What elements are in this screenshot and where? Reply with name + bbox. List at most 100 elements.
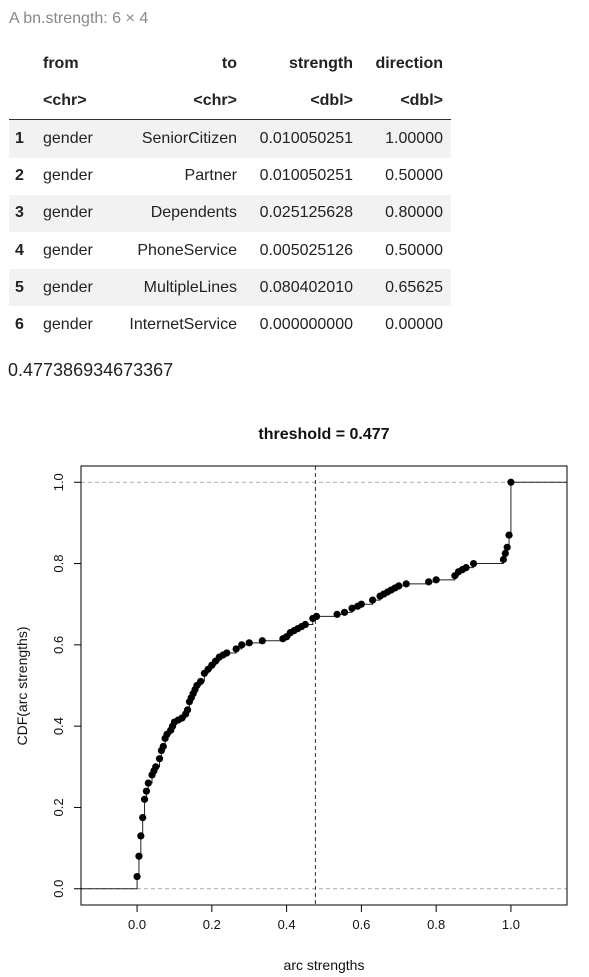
data-point <box>469 559 478 568</box>
cell-to: Dependents <box>150 204 237 222</box>
cell-from: gender <box>43 278 93 296</box>
row-index: 5 <box>15 278 24 296</box>
table-row: 4 gender PhoneService 0.005025126 0.5000… <box>9 232 451 269</box>
data-point <box>137 832 145 840</box>
data-point <box>432 576 440 584</box>
cell-direction: 1.00000 <box>385 129 443 147</box>
y-tick-label: 0.4 <box>51 717 66 735</box>
table-row: 1 gender SeniorCitizen 0.010050251 1.000… <box>9 119 451 158</box>
column-header-direction: direction <box>375 55 443 73</box>
ecdf-step-line <box>81 481 567 890</box>
cell-to: Partner <box>184 167 237 185</box>
y-tick-label: 0.2 <box>51 798 66 816</box>
data-point <box>301 620 309 629</box>
cell-strength: 0.025125628 <box>259 204 353 222</box>
cell-direction: 0.50000 <box>385 167 443 185</box>
column-type-to: <chr> <box>109 82 245 121</box>
cell-from: gender <box>43 315 93 333</box>
row-index: 3 <box>15 204 24 222</box>
threshold-output: 0.477386934673367 <box>8 360 174 380</box>
cell-from: gender <box>43 167 93 185</box>
cell-to: InternetService <box>129 315 237 333</box>
cdf-plot: threshold = 0.477 arc strengths CDF(arc … <box>14 426 568 973</box>
column-type-from: <chr> <box>39 82 109 121</box>
row-index: 2 <box>15 167 24 185</box>
x-tick-label: 0.2 <box>203 917 221 932</box>
data-point <box>223 649 231 657</box>
cell-direction: 0.65625 <box>385 278 443 296</box>
cell-direction: 0.80000 <box>385 204 443 222</box>
data-point <box>140 795 149 803</box>
cell-direction: 0.50000 <box>385 241 443 259</box>
x-axis-label: arc strengths <box>284 957 365 973</box>
y-tick-label: 0.0 <box>51 880 66 898</box>
data-point <box>503 543 511 551</box>
row-index: 1 <box>15 129 24 147</box>
table-row: 6 gender InternetService 0.000000000 0.0… <box>9 306 451 343</box>
y-tick-label: 0.8 <box>51 555 66 573</box>
data-point <box>340 608 349 616</box>
x-tick-label: 0.0 <box>128 917 146 932</box>
data-point <box>333 610 341 618</box>
table-row: 3 gender Dependents 0.025125628 0.80000 <box>9 194 451 232</box>
bn-strength-table: from to strength direction <chr> <chr> <… <box>9 46 451 344</box>
y-tick-label: 0.6 <box>51 636 66 654</box>
data-point <box>183 706 192 714</box>
cell-to: SeniorCitizen <box>141 129 237 147</box>
plot-frame <box>80 465 568 906</box>
data-point <box>369 596 377 604</box>
data-point <box>499 555 508 564</box>
table-header-row: from to strength direction <box>9 46 451 83</box>
x-tick-label: 0.4 <box>278 917 296 932</box>
chart-title: threshold = 0.477 <box>258 426 389 443</box>
column-type-strength: <dbl> <box>245 82 361 121</box>
data-point <box>144 779 152 787</box>
table-type-row: <chr> <chr> <dbl> <dbl> <box>9 82 451 121</box>
column-header-from: from <box>43 55 79 73</box>
cell-from: gender <box>43 129 93 147</box>
data-point <box>312 612 321 620</box>
x-tick-label: 0.8 <box>427 917 445 932</box>
data-point <box>159 742 167 751</box>
cell-to: PhoneService <box>137 241 237 259</box>
row-index: 4 <box>15 241 24 259</box>
data-point <box>245 639 253 647</box>
data-point <box>501 549 509 557</box>
data-point <box>139 814 147 822</box>
data-point <box>348 604 356 612</box>
column-type-direction: <dbl> <box>361 82 451 121</box>
data-point <box>238 641 246 649</box>
data-point <box>155 755 164 763</box>
data-point <box>462 564 470 572</box>
data-point <box>197 677 205 686</box>
data-point <box>133 872 141 881</box>
cell-to: MultipleLines <box>143 278 237 296</box>
plot-area: 0.0 0.2 0.4 0.6 0.8 1.0 0.0 0.2 0.4 0.6 0.8 1.0 <box>51 465 568 932</box>
column-header-to: to <box>221 55 237 73</box>
table-row: 2 gender Partner 0.010050251 0.50000 <box>9 158 451 195</box>
table-caption: A bn.strength: 6 × 4 <box>9 10 149 27</box>
data-point <box>402 580 410 588</box>
x-tick-label: 1.0 <box>502 917 520 932</box>
data-point <box>395 582 403 590</box>
column-header-index <box>9 46 39 83</box>
data-point <box>425 578 433 586</box>
data-point <box>135 852 143 860</box>
column-header-strength: strength <box>289 55 353 73</box>
data-point <box>232 645 240 653</box>
data-point <box>152 763 160 771</box>
cell-direction: 0.00000 <box>385 315 443 333</box>
x-tick-label: 0.6 <box>352 917 370 932</box>
cell-strength: 0.080402010 <box>259 278 353 296</box>
row-index: 6 <box>15 315 24 333</box>
column-type-index <box>9 82 39 121</box>
data-point <box>507 478 515 486</box>
y-axis-label: CDF(arc strengths) <box>14 626 30 745</box>
cell-strength: 0.010050251 <box>259 129 353 147</box>
data-point <box>142 787 151 795</box>
data-point <box>258 637 266 645</box>
data-point <box>357 600 365 608</box>
cell-from: gender <box>43 204 93 222</box>
cell-strength: 0.000000000 <box>259 315 353 333</box>
cell-strength: 0.005025126 <box>259 241 353 259</box>
